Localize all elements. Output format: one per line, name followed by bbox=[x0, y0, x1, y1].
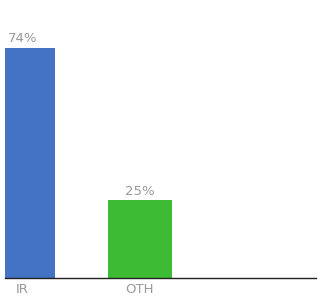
Bar bbox=[108, 200, 172, 278]
Text: 74%: 74% bbox=[8, 32, 37, 45]
Bar bbox=[0, 48, 55, 278]
Text: 25%: 25% bbox=[125, 185, 155, 198]
